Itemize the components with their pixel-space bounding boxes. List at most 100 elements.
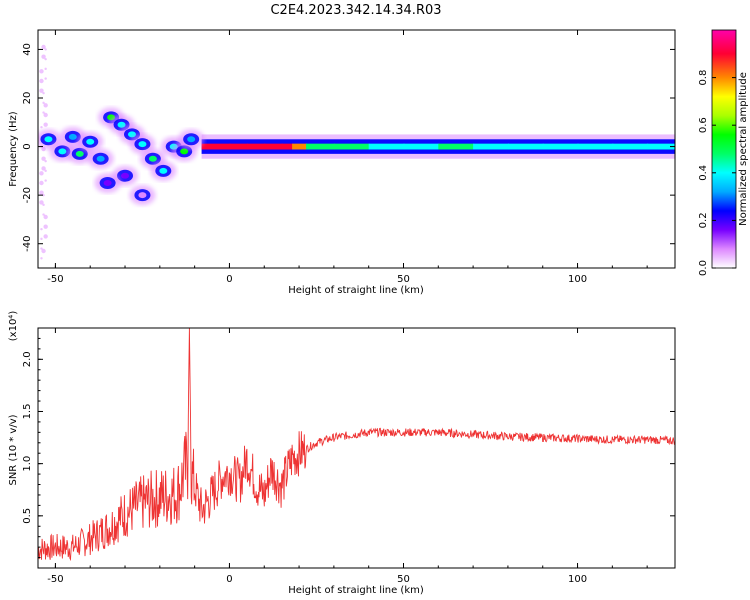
spectrogram-speckle — [41, 44, 46, 50]
spectrogram-band-segment — [647, 143, 675, 150]
spectrogram-band-segment — [229, 143, 248, 150]
spectrogram-speckle — [39, 69, 44, 74]
spectrogram-speckle — [42, 101, 45, 105]
spectrogram-blob-center — [103, 180, 112, 186]
colorbar-tick-label: 0.4 — [698, 165, 709, 181]
spectrogram-speckle — [42, 111, 45, 114]
spectrogram-speckle — [41, 248, 46, 254]
spectrogram-ticks: -50 0 50 100 -40 -20 0 20 40 — [22, 30, 675, 285]
spectrogram-frame — [37, 29, 676, 269]
spectrogram-speckle — [39, 171, 44, 176]
snr-panel: -50 0 50 100 0.5 1.0 1.5 2.0 Height of straight… — [8, 311, 676, 596]
snr-y-tick-label: 2.0 — [22, 351, 33, 367]
spectrogram-speckle — [42, 193, 45, 197]
snr-x-tick-label: 100 — [568, 574, 587, 585]
spectrogram-speckle — [43, 103, 48, 108]
colorbar-tick-label: 0.6 — [698, 117, 709, 133]
colorbar: 0.0 0.2 0.4 0.6 0.8 Normalized spectral ampl… — [698, 29, 749, 276]
spectrogram-speckle — [43, 224, 48, 229]
spectrogram-blob-center — [68, 133, 77, 140]
spectrogram-blob-center — [58, 148, 67, 155]
spectrogram-speckle — [41, 156, 46, 161]
spectrogram-speckle — [43, 122, 48, 127]
colorbar-tick-label: 0.2 — [698, 212, 709, 228]
spectrogram-speckle — [44, 179, 47, 182]
spectrogram-speckle — [44, 77, 47, 80]
spectrogram-content — [38, 44, 675, 260]
spectrogram-band-segment — [333, 143, 370, 150]
snr-x-tick-label: -50 — [47, 574, 63, 585]
snr-x-axis-label: Height of straight line (km) — [288, 585, 424, 596]
spectrogram-blob-center — [138, 141, 147, 148]
spectrogram-band-segment — [403, 143, 440, 150]
snr-plot-area — [38, 328, 675, 568]
spectrogram-band-segment — [368, 143, 405, 150]
spectrogram-speckle — [39, 78, 44, 84]
colorbar-gradient — [711, 29, 737, 269]
snr-y-tick-label: 0.5 — [22, 508, 33, 524]
spectrogram-blob-center — [75, 150, 84, 157]
snr-y-tick-label: 1.0 — [22, 456, 33, 472]
spectrogram-speckle — [42, 203, 45, 207]
spectrogram-speckle — [44, 48, 47, 51]
spectrogram-speckle — [44, 169, 47, 173]
spectrogram-panel: -50 0 50 100 -40 -20 0 20 40 Height of straight … — [8, 29, 676, 296]
spectrogram-y-tick-label: 0 — [22, 143, 33, 149]
spectrogram-y-tick-label: -40 — [22, 236, 33, 252]
spectrogram-speckle — [40, 247, 43, 250]
spectrogram-band-segment — [281, 143, 294, 150]
spectrogram-blobs — [38, 107, 205, 206]
spectrogram-band-segment — [507, 143, 544, 150]
spectrogram-blob-center — [180, 148, 189, 155]
spectrogram-band-segment — [201, 143, 231, 150]
spectrogram-speckle — [40, 227, 43, 231]
spectrogram-speckle — [41, 54, 46, 59]
spectrogram-blob-center — [96, 155, 105, 162]
snr-frame — [37, 327, 676, 569]
spectrogram-band-segment — [292, 143, 308, 150]
spectrogram-blob-center — [44, 136, 53, 143]
snr-y-tick-label: 1.5 — [22, 404, 33, 420]
spectrogram-band-segment — [306, 143, 335, 150]
colorbar-tick-label: 0.8 — [698, 70, 709, 86]
spectrogram-blob-center — [127, 131, 136, 138]
spectrogram-speckle — [42, 91, 45, 95]
spectrogram-x-tick-label: 50 — [397, 274, 410, 285]
spectrogram-blob-center — [121, 172, 130, 179]
spectrogram-blob-center — [138, 192, 147, 199]
spectrogram-x-tick-label: -50 — [47, 274, 63, 285]
spectrogram-y-tick-label: 20 — [22, 92, 33, 105]
spectrogram-speckle — [43, 112, 48, 118]
spectrogram-x-axis-label: Height of straight line (km) — [288, 285, 424, 296]
spectrogram-speckle — [44, 67, 47, 71]
snr-y-axis-label: SNR (10 * v/v) — [8, 414, 19, 485]
spectrogram-band-segment — [438, 143, 475, 150]
snr-scale-label: (x10⁴) — [8, 311, 19, 342]
spectrogram-band-segment — [264, 143, 283, 150]
spectrogram-speckle — [42, 213, 45, 216]
spectrogram-speckle — [39, 88, 44, 93]
snr-x-tick-label: 0 — [226, 574, 232, 585]
spectrogram-blob-center — [148, 155, 157, 162]
spectrogram-speckle — [41, 166, 46, 171]
spectrogram-speckle — [40, 257, 43, 260]
spectrogram-x-tick-label: 0 — [226, 274, 232, 285]
spectrogram-y-tick-label: -20 — [22, 187, 33, 203]
spectrogram-blob-center — [117, 121, 126, 128]
spectrogram-band-segment — [542, 143, 579, 150]
figure-title: C2E4.2023.342.14.34.R03 — [270, 3, 441, 18]
spectrogram-speckle — [44, 159, 47, 163]
snr-content — [38, 328, 675, 562]
spectrogram-speckle — [44, 57, 47, 61]
snr-ticks: -50 0 50 100 0.5 1.0 1.5 2.0 — [22, 328, 675, 585]
spectrogram-blob-center — [86, 138, 95, 145]
spectrogram-speckle — [39, 200, 44, 205]
spectrogram-band-segment — [612, 143, 649, 150]
colorbar-tick-label: 0.0 — [698, 260, 709, 276]
colorbar-label: Normalized spectral amplitude — [738, 72, 749, 226]
spectrogram-blob-center — [159, 167, 168, 174]
spectrogram-speckle — [40, 237, 43, 241]
spectrogram-y-tick-label: 40 — [22, 43, 33, 56]
spectrogram-blob-center — [187, 136, 196, 143]
